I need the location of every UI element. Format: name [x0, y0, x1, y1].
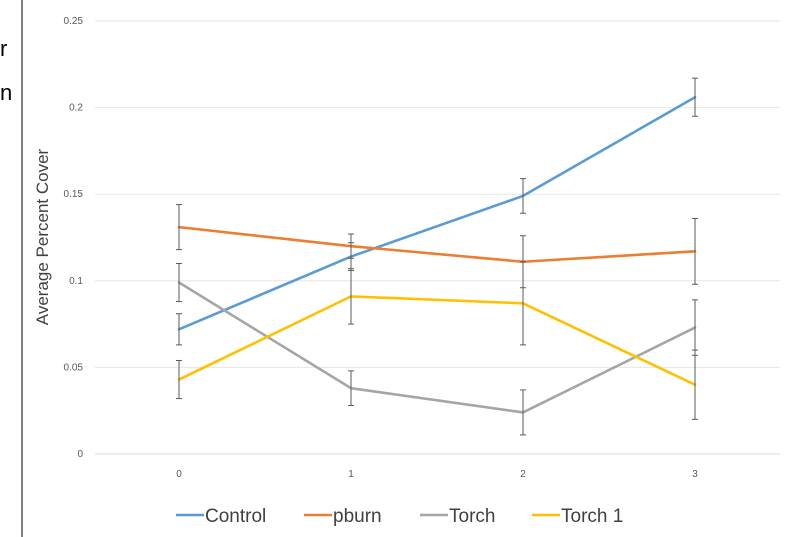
x-tick-label: 2 — [520, 469, 526, 480]
x-axis-ticks: 0 1 2 3 — [176, 469, 698, 480]
series-group — [176, 77, 698, 436]
legend-label: Torch 1 — [561, 506, 623, 527]
legend-label: Torch — [449, 506, 495, 527]
series-control — [176, 77, 698, 346]
series-torch — [176, 262, 698, 436]
series-line — [177, 281, 697, 414]
gridlines — [95, 20, 780, 455]
clipped-text-fragment: r — [0, 36, 7, 61]
legend: Control pburn Torch Torch 1 — [176, 506, 623, 527]
y-tick-label: 0 — [77, 449, 83, 460]
legend-label: pburn — [333, 506, 382, 527]
x-tick-label: 0 — [176, 469, 182, 480]
y-tick-label: 0.2 — [69, 103, 83, 114]
y-axis-ticks: 0 0.05 0.1 0.15 0.2 0.25 — [64, 16, 84, 460]
y-tick-label: 0.15 — [64, 189, 84, 200]
series-torch-1 — [176, 261, 698, 420]
series-pburn — [176, 204, 698, 289]
series-line — [177, 295, 697, 387]
y-tick-label: 0.25 — [64, 16, 84, 27]
series-line — [177, 225, 697, 264]
y-axis-label: Average Percent Cover — [33, 148, 52, 325]
y-tick-label: 0.05 — [64, 362, 84, 373]
x-tick-label: 1 — [348, 469, 354, 480]
x-tick-label: 3 — [692, 469, 698, 480]
y-tick-label: 0.1 — [69, 276, 83, 287]
legend-label: Control — [205, 506, 266, 527]
clipped-text-fragment: n — [0, 80, 12, 105]
series-line — [177, 95, 697, 331]
